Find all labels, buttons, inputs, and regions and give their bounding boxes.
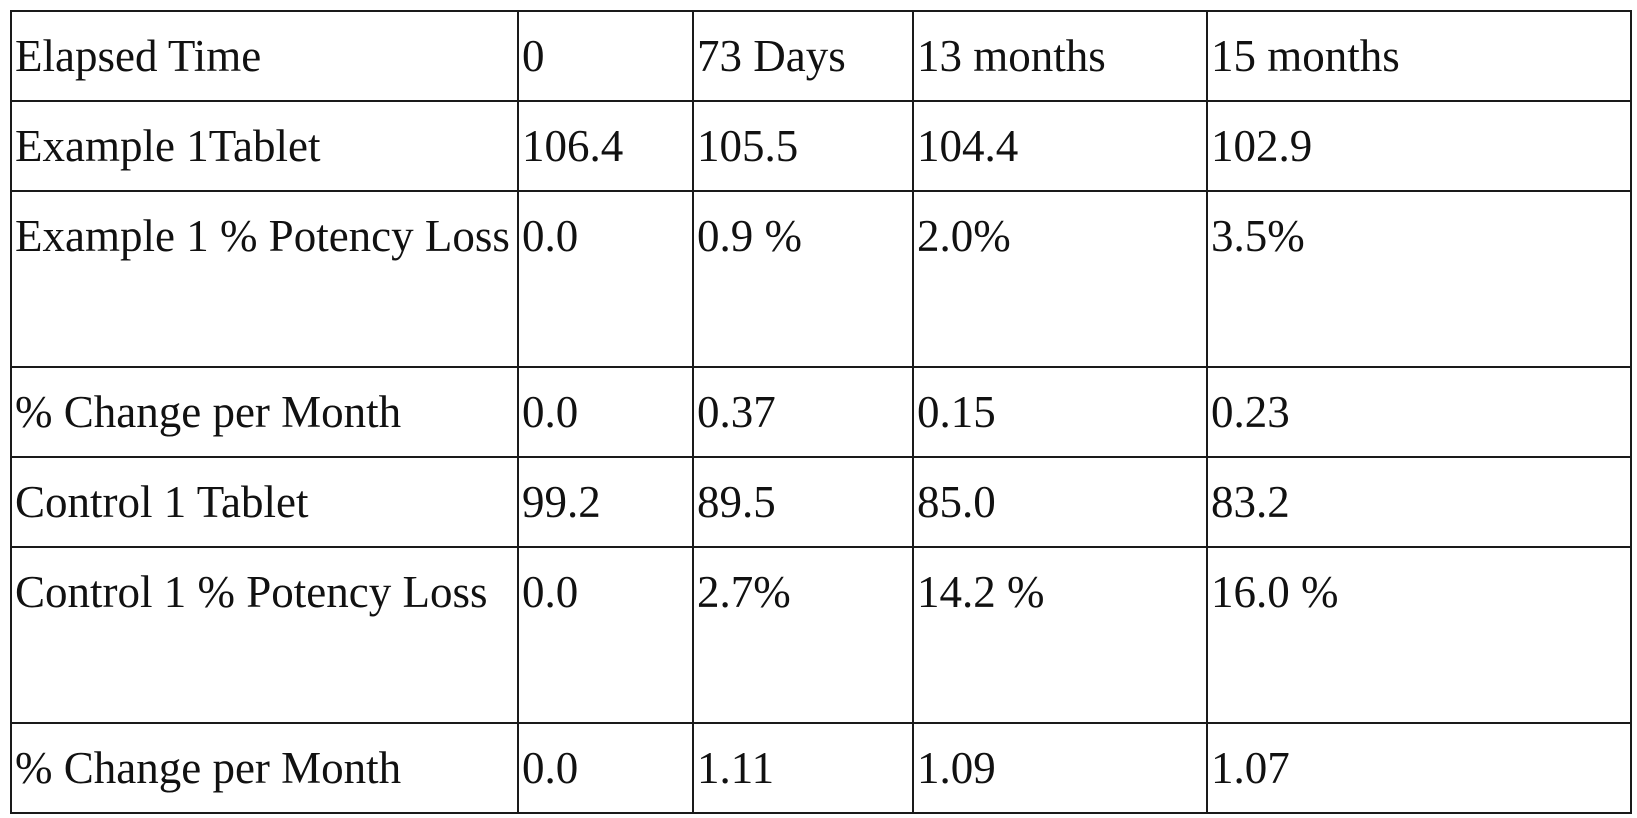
row-label: Example 1 % Potency Loss	[11, 191, 518, 367]
table-cell: 2.0%	[913, 191, 1207, 367]
table-cell: 16.0 %	[1207, 547, 1631, 723]
stability-table-container: Elapsed Time 0 73 Days 13 months 15 mont…	[10, 10, 1632, 814]
table-cell: 2.7%	[693, 547, 913, 723]
row-label: Control 1 % Potency Loss	[11, 547, 518, 723]
table-row: Example 1Tablet 106.4 105.5 104.4 102.9	[11, 101, 1631, 191]
table-row: Example 1 % Potency Loss 0.0 0.9 % 2.0% …	[11, 191, 1631, 367]
table-cell: 104.4	[913, 101, 1207, 191]
table-cell: 14.2 %	[913, 547, 1207, 723]
table-cell: 106.4	[518, 101, 693, 191]
table-cell: 99.2	[518, 457, 693, 547]
table-cell: 13 months	[913, 11, 1207, 101]
row-label: Control 1 Tablet	[11, 457, 518, 547]
table-cell: 0.23	[1207, 367, 1631, 457]
table-row: Control 1 % Potency Loss 0.0 2.7% 14.2 %…	[11, 547, 1631, 723]
table-cell: 15 months	[1207, 11, 1631, 101]
table-cell: 1.09	[913, 723, 1207, 813]
table-row: Elapsed Time 0 73 Days 13 months 15 mont…	[11, 11, 1631, 101]
row-label: % Change per Month	[11, 367, 518, 457]
table-cell: 0.37	[693, 367, 913, 457]
stability-table: Elapsed Time 0 73 Days 13 months 15 mont…	[10, 10, 1632, 814]
table-cell: 0	[518, 11, 693, 101]
table-cell: 0.0	[518, 723, 693, 813]
table-row: % Change per Month 0.0 0.37 0.15 0.23	[11, 367, 1631, 457]
table-cell: 73 Days	[693, 11, 913, 101]
table-row: % Change per Month 0.0 1.11 1.09 1.07	[11, 723, 1631, 813]
table-cell: 83.2	[1207, 457, 1631, 547]
table-cell: 1.11	[693, 723, 913, 813]
table-cell: 0.0	[518, 191, 693, 367]
table-cell: 1.07	[1207, 723, 1631, 813]
row-label: % Change per Month	[11, 723, 518, 813]
table-cell: 102.9	[1207, 101, 1631, 191]
row-label: Elapsed Time	[11, 11, 518, 101]
table-cell: 0.9 %	[693, 191, 913, 367]
table-cell: 0.0	[518, 367, 693, 457]
table-cell: 85.0	[913, 457, 1207, 547]
table-cell: 105.5	[693, 101, 913, 191]
table-cell: 0.15	[913, 367, 1207, 457]
row-label: Example 1Tablet	[11, 101, 518, 191]
table-cell: 0.0	[518, 547, 693, 723]
table-row: Control 1 Tablet 99.2 89.5 85.0 83.2	[11, 457, 1631, 547]
table-cell: 3.5%	[1207, 191, 1631, 367]
table-cell: 89.5	[693, 457, 913, 547]
